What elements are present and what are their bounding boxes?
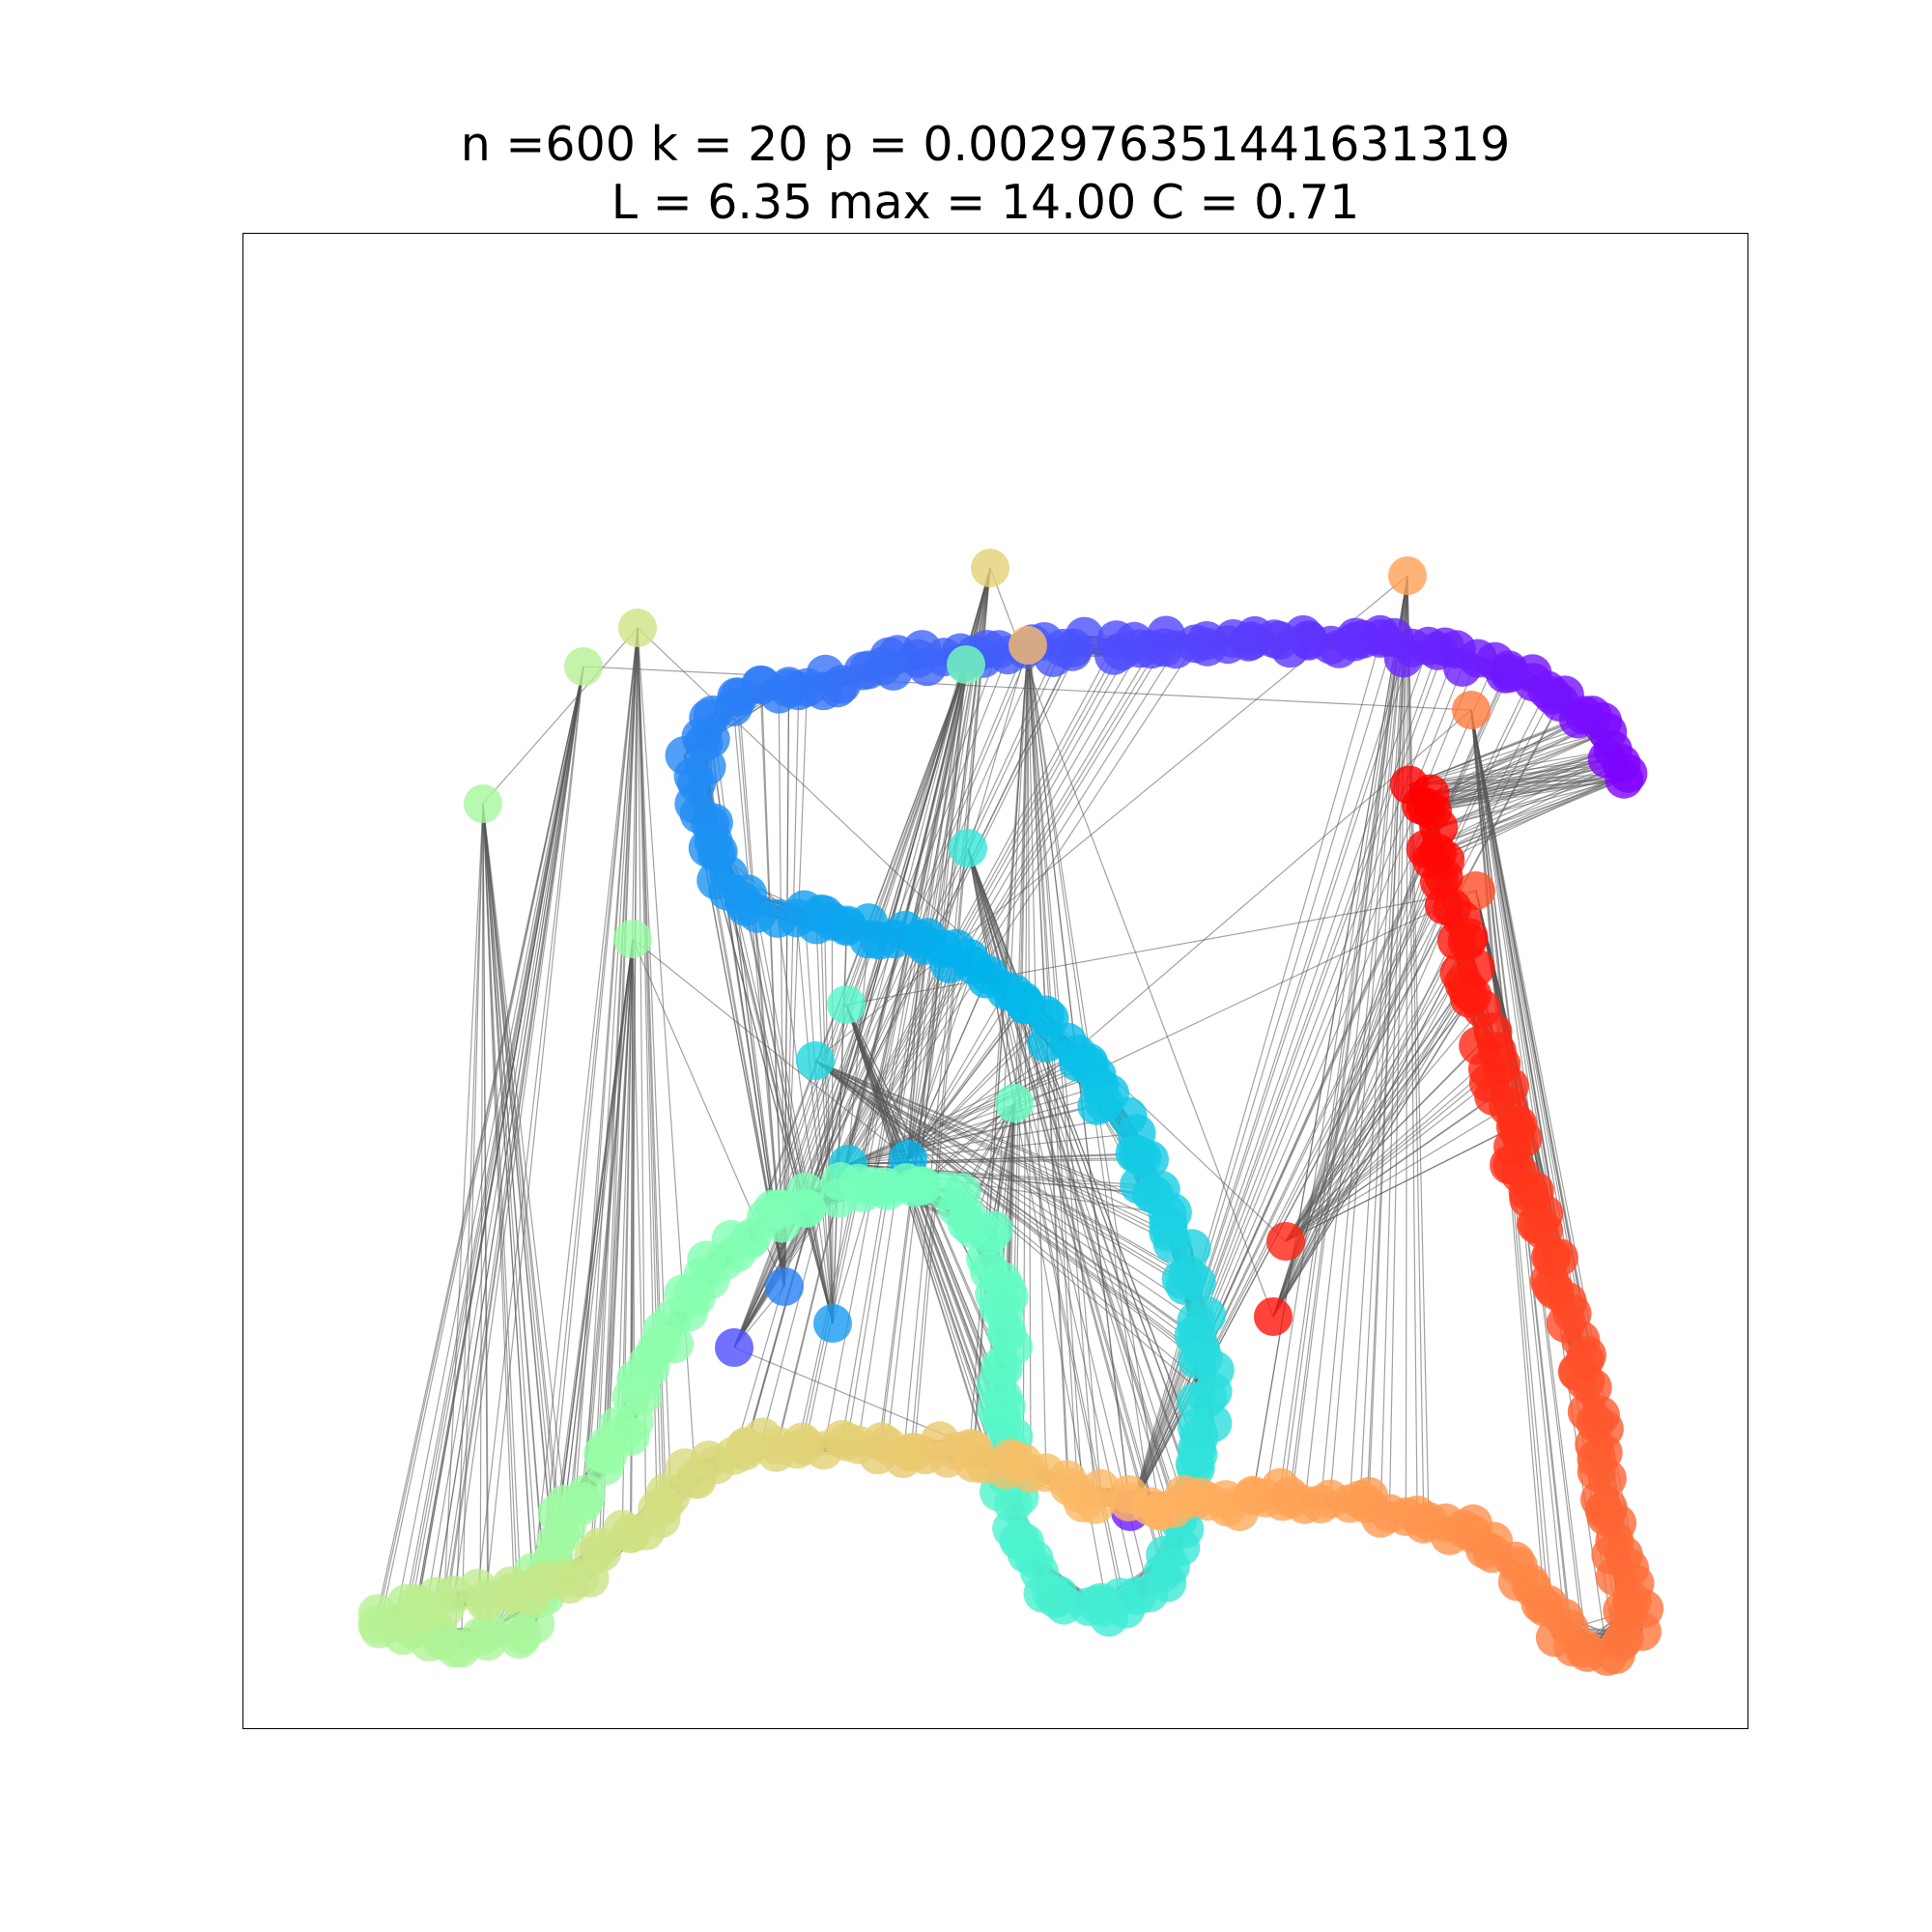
graph-edge	[425, 666, 584, 1611]
graph-edge	[967, 847, 1185, 1530]
graph-edge	[745, 906, 834, 1324]
graph-edge	[727, 874, 834, 1324]
graph-edge	[845, 1004, 1003, 1419]
graph-edge	[453, 666, 584, 1595]
graph-edge	[1027, 644, 1032, 1474]
graph-edge	[1405, 575, 1408, 1518]
graph-edge	[967, 847, 1179, 1520]
graph-edge	[1379, 575, 1408, 1519]
graph-edge	[969, 644, 1029, 1449]
graph-edge	[482, 803, 517, 1629]
graph-edge	[1252, 575, 1408, 1495]
graph-plot-frame	[242, 233, 1748, 1729]
graph-edge	[907, 957, 970, 1160]
graph-edge	[394, 666, 584, 1623]
graph-edge	[715, 880, 834, 1324]
graph-edge	[820, 913, 834, 1324]
graph-edge	[1368, 575, 1408, 1497]
graph-edge	[444, 666, 584, 1608]
graph-edge	[823, 567, 991, 1451]
graph-edge	[907, 1013, 1046, 1160]
graph-edge	[1027, 644, 1096, 1505]
graph-edge	[747, 894, 834, 1324]
graph-edge	[377, 666, 584, 1614]
graph-edge	[482, 803, 536, 1625]
graph-edge	[484, 666, 584, 1603]
graph-edge	[831, 921, 834, 1324]
graph-edge	[479, 803, 484, 1637]
graph-edge	[545, 627, 639, 1580]
figure-title-line-2: L = 6.35 max = 14.00 C = 0.71	[611, 175, 1360, 230]
graph-edge	[579, 627, 639, 1578]
graph-edge	[617, 938, 634, 1426]
graph-edge	[406, 666, 584, 1604]
graph-edge	[815, 924, 834, 1324]
graph-edge	[1027, 644, 1068, 1480]
graph-edge	[482, 803, 568, 1525]
graph-edge	[880, 567, 991, 1442]
graph-edge	[1001, 1102, 1015, 1282]
graph-edge	[845, 1004, 1007, 1475]
graph-edge	[1006, 1102, 1015, 1291]
graph-edge	[993, 1102, 1015, 1231]
graph-edge	[1129, 647, 1413, 1513]
graph-edge	[1320, 575, 1408, 1505]
graph-edge	[482, 803, 554, 1559]
graph-edge	[530, 627, 639, 1597]
graph-edge	[1304, 575, 1408, 1505]
graph-edge	[477, 666, 584, 1589]
graph-edge	[417, 666, 584, 1605]
graph-edge	[592, 627, 639, 1556]
graph-edge	[1406, 575, 1425, 1524]
graph-edge	[733, 648, 1177, 1349]
graph-edge	[1359, 575, 1408, 1500]
graph-edge	[733, 648, 1141, 1349]
graph-edge	[910, 567, 991, 1453]
graph-edge	[823, 914, 834, 1324]
graph-edge	[540, 627, 639, 1583]
graph-edge	[733, 648, 1152, 1349]
graph-edge	[841, 567, 991, 1440]
graph-edge	[436, 666, 584, 1597]
graph-edge	[973, 644, 1029, 1463]
graph-edge	[726, 891, 834, 1324]
graph-edge	[598, 627, 639, 1548]
graph-edge	[886, 567, 991, 1446]
graph-edge	[1388, 575, 1408, 1514]
graph-edge	[902, 567, 991, 1460]
graph-edge	[1329, 575, 1408, 1499]
graph-edge	[1027, 644, 1084, 1504]
graph-edge	[409, 666, 584, 1618]
graph-edge	[967, 847, 1185, 1502]
graph-edge	[845, 1004, 1000, 1492]
figure-title-line-1: n =600 k = 20 p = 0.002976351441631319	[460, 117, 1511, 172]
graph-edge	[1279, 575, 1408, 1488]
graph-edge	[776, 567, 991, 1446]
graph-edge	[1129, 637, 1395, 1513]
graph-edge	[796, 567, 991, 1450]
graph-edge	[1291, 575, 1408, 1499]
graph-edge	[482, 803, 562, 1536]
graph-edge	[1027, 644, 1079, 1493]
graph-edge	[796, 918, 834, 1324]
graph-edge	[482, 803, 540, 1600]
graph-edge	[604, 938, 634, 1466]
graph-edge	[482, 803, 547, 1597]
graph-edge	[733, 640, 1135, 1349]
graph-edge	[568, 627, 639, 1585]
graph-edge	[778, 694, 785, 1288]
graph-edge	[804, 567, 991, 1447]
graph-edge	[1129, 638, 1381, 1513]
graph-edge	[846, 567, 991, 1442]
graph-edge	[1129, 658, 1405, 1513]
graph-edge	[1282, 575, 1408, 1502]
graph-edge	[460, 803, 484, 1649]
graph-edge	[804, 909, 834, 1324]
graph-edge	[1264, 575, 1408, 1498]
